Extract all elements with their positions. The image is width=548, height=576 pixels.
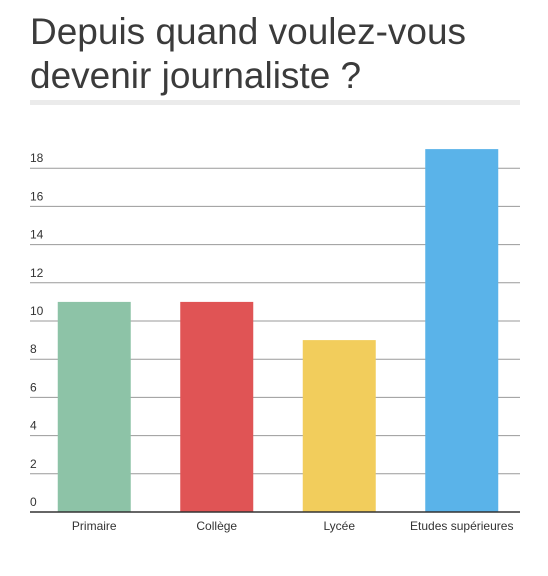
chart-title: Depuis quand voulez-vous devenir journal… [30,11,467,96]
bar-etudes-sup-rieures [425,149,499,512]
bar-primaire [57,301,131,512]
bar-coll-ge [180,301,254,512]
axis-labels: 0 2 4 6 8 10 12 14 16 18 Primaire Collège Lycée Etude… [30,151,513,533]
title-divider [30,100,520,105]
y-tick-label-14: 14 [30,228,44,242]
y-tick-label-6: 6 [30,380,37,394]
x-tick-label-2: Lycée [323,519,355,533]
y-tick-label-18: 18 [30,151,44,165]
y-tick-label-8: 8 [30,342,37,356]
y-tick-label-16: 16 [30,189,44,203]
x-tick-label-3: Etudes supérieures [410,519,513,533]
bar-lyc-e [302,340,376,512]
y-tick-label-0: 0 [30,495,37,509]
x-tick-label-1: Collège [196,519,237,533]
y-tick-label-4: 4 [30,419,37,433]
bars [57,149,499,512]
x-tick-label-0: Primaire [72,519,117,533]
y-tick-label-2: 2 [30,457,37,471]
y-tick-label-10: 10 [30,304,44,318]
y-tick-label-12: 12 [30,266,44,280]
